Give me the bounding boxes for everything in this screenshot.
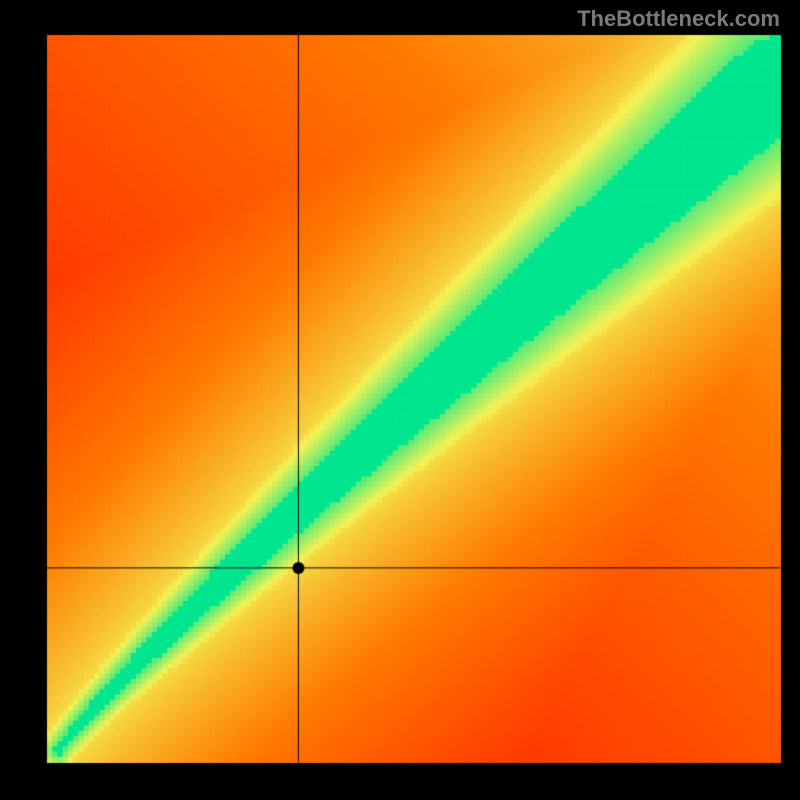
chart-container: TheBottleneck.com (0, 0, 800, 800)
bottleneck-heatmap-canvas (0, 0, 800, 800)
watermark-text: TheBottleneck.com (577, 6, 780, 32)
